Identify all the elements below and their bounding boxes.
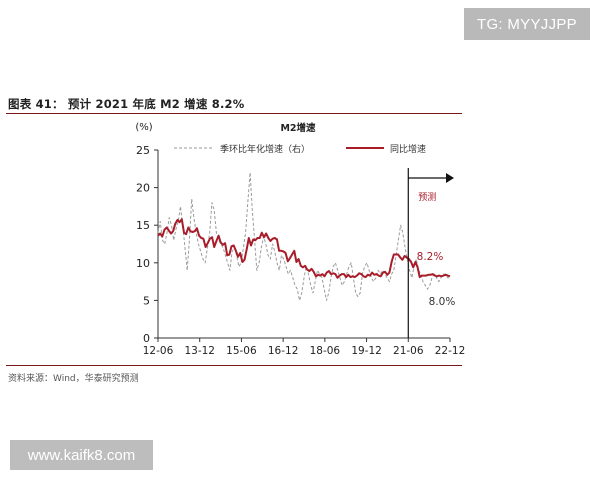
x-tick-label: 19-12 — [351, 345, 382, 357]
y-tick-label: 25 — [136, 144, 150, 157]
x-tick-label: 16-12 — [268, 345, 299, 357]
series-line-qoq-annualized — [157, 172, 450, 301]
x-tick-label: 12-06 — [143, 345, 174, 357]
source-note: 资料来源：Wind，华泰研究预测 — [8, 374, 139, 384]
annotation-yoy-value: 8.2% — [417, 251, 444, 263]
y-tick-label: 0 — [143, 332, 150, 345]
x-tick-label: 21-06 — [393, 345, 424, 357]
x-tick-label: 13-12 — [184, 345, 215, 357]
series-line-yoy — [157, 218, 451, 279]
y-tick-label: 20 — [136, 182, 150, 195]
chart-title: M2增速 — [280, 122, 316, 134]
annotation-qoq-value: 8.0% — [429, 296, 456, 308]
legend-label-yoy: 同比增速 — [390, 143, 426, 155]
bottom-watermark: www.kaifk8.com — [10, 440, 153, 470]
y-unit-label: (%) — [135, 122, 152, 133]
y-tick-label: 5 — [143, 294, 150, 307]
top-watermark-text: TG: MYYJJPP — [477, 15, 577, 33]
x-tick-label: 18-06 — [310, 345, 341, 357]
source-divider — [6, 365, 462, 366]
figure-title: 图表 41： 预计 2021 年底 M2 增速 8.2% — [8, 97, 245, 111]
y-tick-label: 10 — [136, 257, 150, 270]
title-divider — [6, 113, 462, 114]
chart-root: 0 5 10 15 20 25 (%) 12-06 13-12 15-06 16-12 18-06 19… — [135, 122, 465, 357]
forecast-label: 预测 — [418, 192, 436, 203]
x-tick-label: 22-12 — [435, 345, 466, 357]
x-tick-label: 15-06 — [226, 345, 257, 357]
bottom-watermark-text: www.kaifk8.com — [27, 446, 136, 464]
top-watermark: TG: MYYJJPP — [464, 8, 590, 40]
legend-label-qoq: 季环比年化增速（右） — [220, 143, 310, 155]
forecast-arrow-head — [446, 173, 454, 183]
y-tick-label: 15 — [136, 219, 150, 232]
